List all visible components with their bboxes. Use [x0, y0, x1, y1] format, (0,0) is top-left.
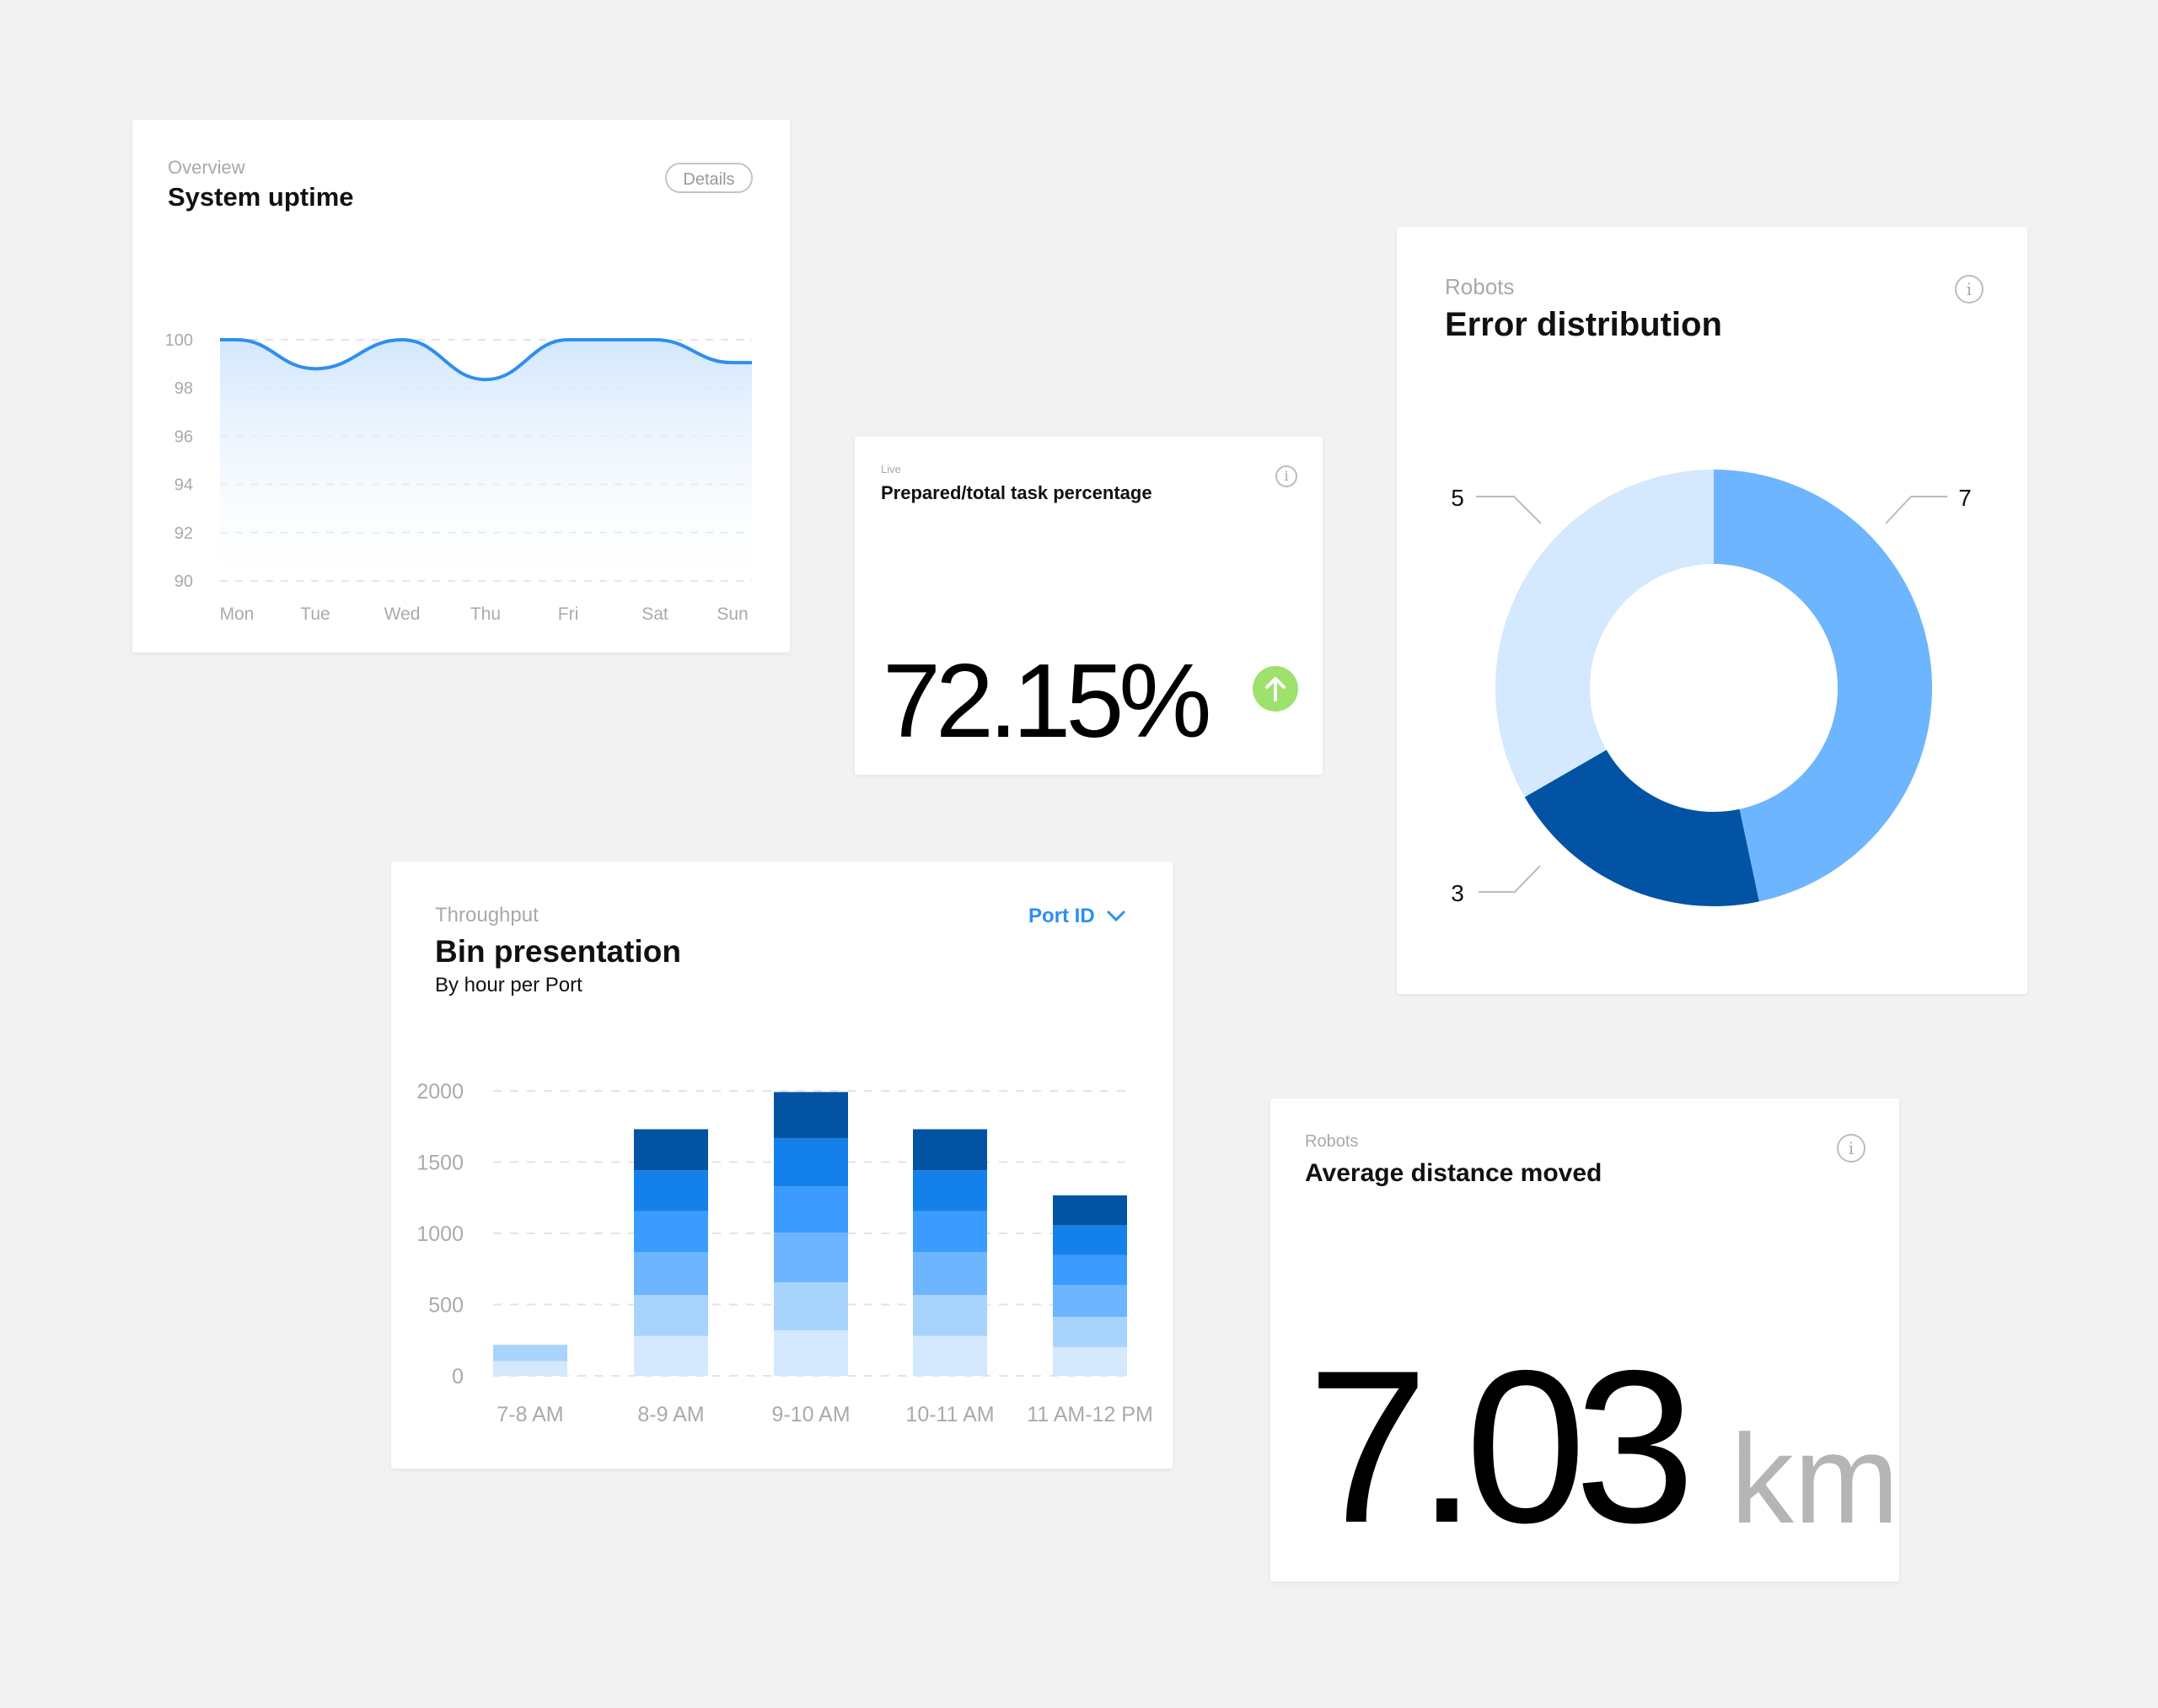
details-button[interactable]: Details: [665, 163, 753, 193]
task-percentage-value: 72.15%: [883, 643, 1212, 760]
bin-presentation-card: Throughput Bin presentation By hour per …: [391, 862, 1173, 1469]
distance-unit: km: [1731, 1408, 1899, 1550]
chevron-down-icon: [1107, 905, 1125, 928]
card-subtitle: By hour per Port: [435, 974, 582, 996]
error-distribution-card: Robots Error distribution i: [1397, 227, 2027, 994]
port-id-dropdown[interactable]: Port ID: [1028, 903, 1125, 930]
distance-value: 7.03: [1307, 1324, 1695, 1568]
card-title: Error distribution: [1445, 306, 1722, 343]
card-eyebrow: Throughput: [435, 904, 539, 927]
card-eyebrow: Robots: [1445, 274, 1515, 299]
info-icon[interactable]: i: [1837, 1134, 1865, 1163]
system-uptime-card: Overview System uptime Details: [132, 120, 790, 653]
card-title: Prepared/total task percentage: [881, 482, 1152, 503]
arrow-up-icon: [1253, 666, 1298, 712]
card-title: Bin presentation: [435, 934, 681, 969]
card-eyebrow: Robots: [1305, 1132, 1359, 1151]
average-distance-card: Robots Average distance moved i 7.03 km: [1270, 1098, 1899, 1582]
task-percentage-card: Live Prepared/total task percentage i 72…: [855, 437, 1323, 775]
card-eyebrow: Live: [881, 463, 901, 475]
card-title: Average distance moved: [1305, 1159, 1602, 1187]
info-icon[interactable]: i: [1955, 275, 1984, 303]
dropdown-label: Port ID: [1028, 905, 1095, 927]
card-eyebrow: Overview: [168, 157, 245, 178]
info-icon[interactable]: i: [1275, 465, 1297, 487]
card-title: System uptime: [168, 182, 354, 212]
